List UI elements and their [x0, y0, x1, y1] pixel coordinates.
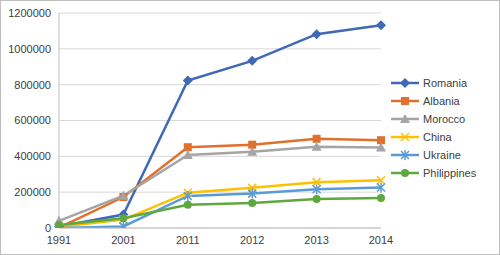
svg-text:2012: 2012	[240, 234, 264, 246]
svg-text:800000: 800000	[14, 79, 51, 91]
svg-text:1000000: 1000000	[8, 43, 51, 55]
svg-text:2001: 2001	[111, 234, 135, 246]
svg-text:2013: 2013	[304, 234, 328, 246]
html-text:China: China	[423, 130, 452, 143]
html-text:Albania: Albania	[423, 94, 460, 107]
html-text:Romania: Romania	[423, 76, 467, 89]
html-text:Ukraine: Ukraine	[423, 148, 461, 161]
svg-text:400000: 400000	[14, 150, 51, 162]
svg-text:200000: 200000	[14, 186, 51, 198]
svg-text:2014: 2014	[369, 234, 393, 246]
svg-text:600000: 600000	[14, 114, 51, 126]
html-text:Morocco: Morocco	[423, 112, 466, 125]
html-text:Philippines: Philippines	[423, 166, 477, 179]
svg-text:1991: 1991	[47, 234, 71, 246]
svg-text:2011: 2011	[176, 234, 200, 246]
svg-text:0: 0	[45, 222, 51, 234]
svg-text:1200000: 1200000	[8, 7, 51, 19]
